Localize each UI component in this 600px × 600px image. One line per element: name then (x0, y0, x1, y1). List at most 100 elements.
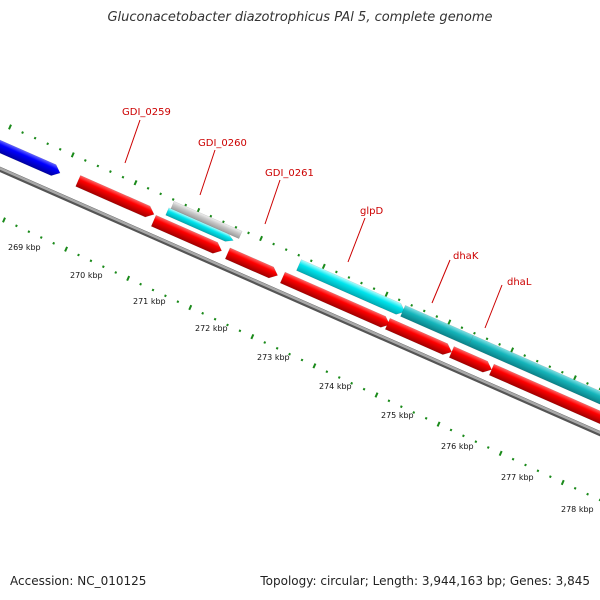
outer-tick-ruler (8, 124, 600, 391)
outer-tick-mark (146, 186, 150, 190)
inner-tick-mark (114, 271, 118, 274)
outer-tick-mark (309, 259, 313, 263)
dhal-label: dhaL (507, 277, 532, 288)
inner-tick-mark (524, 463, 527, 467)
inner-tick-mark (275, 346, 279, 350)
scale-labels: 269 kbp 270 kbp 271 kbp 272 kbp 273 kbp … (8, 243, 594, 514)
outer-tick-mark (498, 342, 501, 346)
inner-tick-mark (176, 300, 180, 304)
gdi0260-label: GDI_0260 (198, 138, 247, 149)
inner-tick-mark (536, 469, 540, 473)
inner-tick-mark (486, 446, 490, 449)
inner-tick-mark (164, 294, 167, 298)
inner-tick-mark (325, 370, 329, 374)
inner-tick-mark (64, 246, 69, 252)
outer-tick-mark (159, 192, 162, 196)
inner-tick-mark (263, 341, 267, 344)
dhak-leader (431, 259, 451, 304)
genome-backbone (0, 166, 600, 437)
outer-tick-mark (83, 159, 87, 162)
inner-tick-ruler (2, 217, 600, 502)
outer-tick-mark (335, 270, 338, 274)
scale-label: 271 kbp (133, 297, 166, 306)
dhal-cds-feature (488, 363, 600, 431)
inner-tick-mark (362, 387, 366, 391)
outer-tick-mark (234, 225, 238, 229)
inner-tick-mark (424, 416, 428, 420)
inner-tick-mark (300, 358, 304, 362)
glpd-cds-feature (279, 271, 390, 328)
inner-tick-mark (15, 224, 18, 228)
outer-tick-mark (560, 370, 564, 374)
scale-label: 277 kbp (501, 473, 534, 482)
gdi0260-cds-feature (150, 214, 222, 254)
outer-tick-mark (598, 387, 600, 391)
inner-tick-mark (374, 392, 379, 398)
dhal-cds-feature (448, 346, 492, 373)
outer-tick-mark (133, 180, 138, 186)
outer-tick-mark (8, 124, 12, 130)
outer-tick-mark (460, 326, 464, 330)
inner-tick-mark (126, 275, 131, 282)
inner-tick-mark (337, 376, 341, 379)
inner-tick-mark (250, 333, 255, 340)
gdi0260-cyan-feature (165, 207, 234, 242)
scale-label: 276 kbp (441, 442, 474, 451)
outer-tick-mark (209, 214, 213, 218)
inner-tick-mark (548, 475, 552, 479)
outer-tick-mark (535, 359, 539, 363)
outer-tick-mark (184, 203, 188, 207)
gene-features (0, 135, 600, 431)
outer-tick-mark (347, 276, 351, 279)
gdi0259-feature (75, 175, 155, 218)
outer-tick-mark (121, 175, 125, 179)
outer-tick-mark (485, 337, 489, 341)
outer-tick-mark (372, 287, 376, 291)
genome-info-text: Topology: circular; Length: 3,944,163 bp… (260, 574, 590, 588)
outer-tick-mark (259, 235, 263, 242)
outer-tick-mark (33, 136, 37, 140)
gdi0260-grey-feature (170, 201, 243, 239)
map-title: Gluconacetobacter diazotrophicus PAl 5, … (107, 10, 493, 25)
glpd-leader (347, 217, 366, 263)
outer-tick-mark (46, 142, 50, 146)
inner-tick-mark (101, 265, 105, 269)
outer-tick-mark (222, 220, 225, 224)
inner-tick-mark (188, 304, 193, 311)
inner-tick-mark (77, 253, 80, 257)
outer-tick-mark (447, 319, 452, 325)
outer-tick-mark (410, 303, 414, 307)
inner-tick-mark (52, 241, 56, 245)
inner-tick-mark (39, 236, 43, 239)
dhak-cds-feature (384, 317, 452, 355)
dhak-gene-feature (400, 305, 474, 347)
gdi0259-label: GDI_0259 (122, 107, 171, 118)
outer-tick-mark (572, 375, 577, 381)
inner-tick-mark (312, 363, 317, 369)
inner-tick-mark (2, 217, 6, 223)
inner-tick-mark (288, 352, 291, 356)
gdi0261-label: GDI_0261 (265, 168, 314, 179)
outer-tick-mark (171, 198, 175, 201)
inner-tick-mark (238, 329, 242, 333)
dhal-gene-feature (468, 334, 600, 414)
gene-labels: GDI_0259 GDI_0260 GDI_0261 glpD dhaK dha… (122, 107, 532, 329)
outer-tick-mark (422, 309, 426, 313)
glpd-label: glpD (360, 206, 383, 217)
dhak-label: dhaK (453, 251, 479, 262)
gdi0259-leader (124, 119, 141, 164)
outer-tick-mark (321, 263, 326, 270)
inner-tick-mark (449, 428, 453, 432)
inner-tick-mark (436, 421, 441, 427)
accession-text: Accession: NC_010125 (10, 574, 147, 588)
gdi0260-leader (199, 149, 216, 196)
scale-label: 278 kbp (561, 505, 594, 514)
outer-tick-mark (96, 164, 100, 168)
inner-tick-mark (586, 492, 589, 496)
scale-label: 269 kbp (8, 243, 41, 252)
outer-tick-mark (284, 248, 288, 252)
inner-tick-mark (498, 450, 503, 457)
inner-tick-mark (151, 288, 155, 292)
outer-tick-mark (58, 147, 62, 151)
gdi0261-feature (224, 247, 278, 279)
